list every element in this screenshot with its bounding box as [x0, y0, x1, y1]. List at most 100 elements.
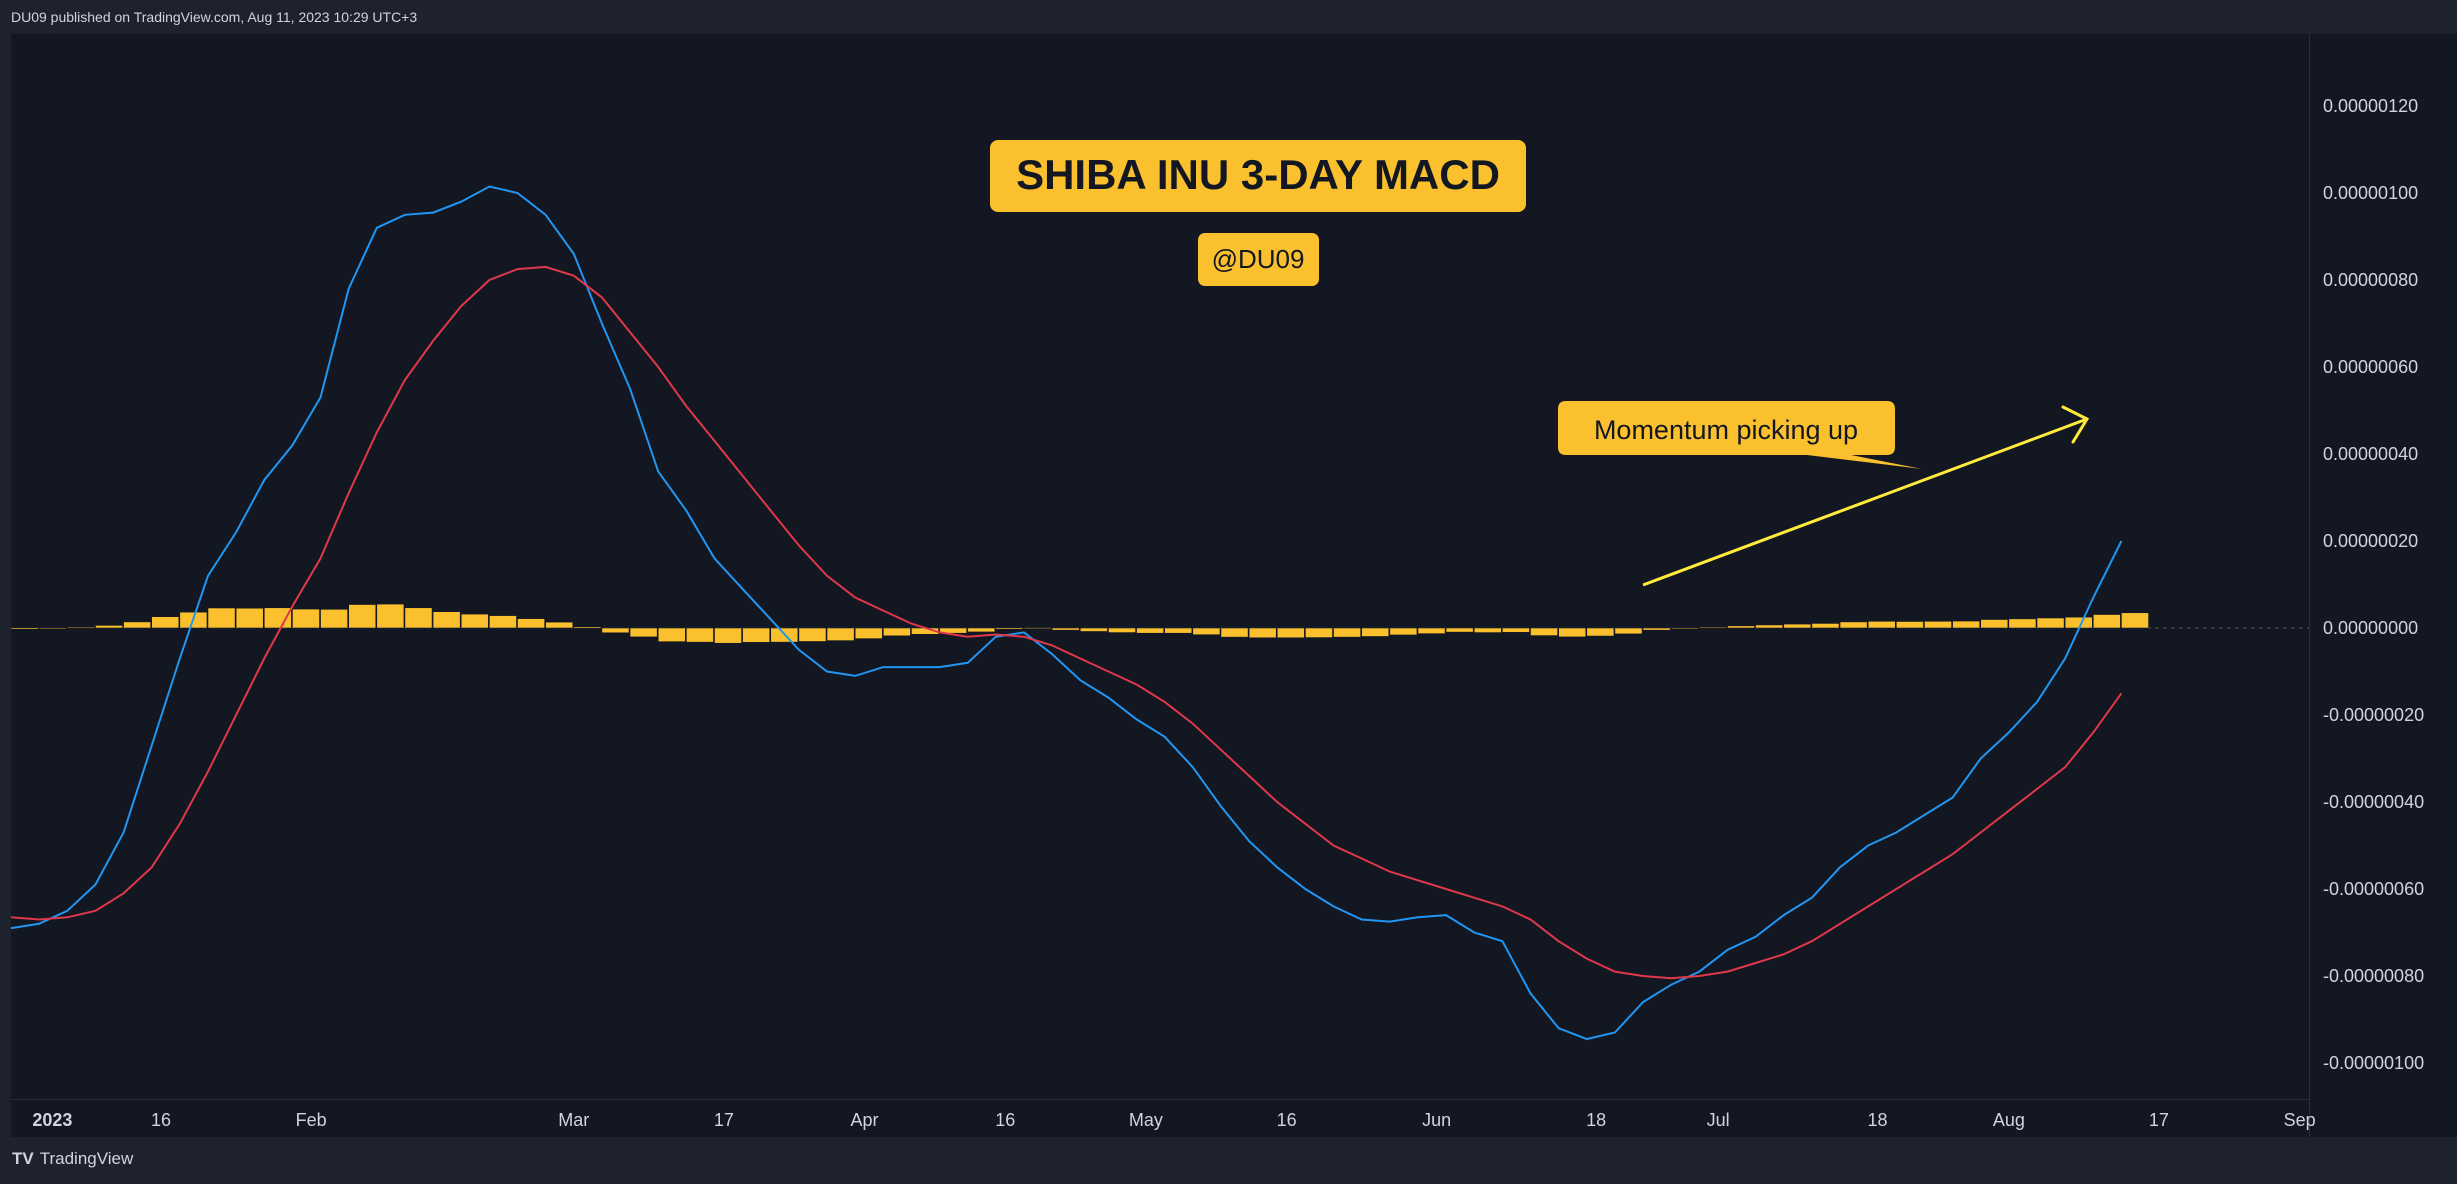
y-tick-label: -0.00000020 — [2323, 705, 2424, 725]
histogram-bar — [123, 621, 151, 629]
histogram-bar — [207, 607, 236, 629]
histogram-bar — [320, 608, 348, 629]
histogram-bar — [432, 611, 461, 629]
histogram-bar — [1530, 627, 1558, 636]
histogram-bar — [517, 618, 545, 629]
histogram-bar — [460, 613, 489, 629]
histogram-bar — [1276, 627, 1305, 639]
histogram — [11, 603, 2149, 644]
series-line-macd — [11, 185, 2123, 1041]
x-tick-label: 18 — [1868, 1110, 1888, 1130]
chart-subtitle-box — [1198, 233, 1319, 286]
histogram-bar — [686, 627, 714, 643]
x-tick-label: Aug — [1993, 1110, 2025, 1130]
histogram-bar — [1220, 627, 1249, 638]
histogram-bar — [1333, 627, 1361, 638]
histogram-bar — [1867, 620, 1896, 629]
x-tick-label: Jun — [1422, 1110, 1451, 1130]
histogram-bar — [1023, 627, 1052, 629]
histogram-bar — [66, 626, 95, 629]
histogram-bar — [1079, 627, 1108, 632]
histogram-bar — [263, 607, 292, 629]
histogram-bar — [1389, 627, 1418, 636]
histogram-bar — [1924, 620, 1952, 629]
histogram-bar — [404, 607, 433, 629]
histogram-bar — [601, 627, 630, 634]
histogram-bar — [1755, 624, 1784, 629]
histogram-bar — [1136, 627, 1164, 634]
histogram-bar — [1445, 627, 1474, 633]
histogram-bar — [1051, 627, 1080, 631]
price-scale-background — [2309, 34, 2457, 1137]
histogram-bar — [38, 627, 67, 630]
x-tick-label: 2023 — [32, 1110, 72, 1130]
histogram-bar — [967, 627, 996, 633]
y-tick-label: -0.00000060 — [2323, 879, 2424, 899]
histogram-bar — [1839, 621, 1868, 629]
x-tick-label: 18 — [1586, 1110, 1606, 1130]
histogram-bar — [1502, 627, 1530, 633]
histogram-bar — [573, 626, 602, 629]
x-tick-label: Mar — [558, 1110, 589, 1130]
histogram-bar — [1108, 627, 1136, 633]
histogram-bar — [1361, 627, 1390, 637]
histogram-bar — [1783, 623, 1812, 629]
histogram-bar — [1952, 620, 1981, 629]
momentum-arrow-line — [1642, 417, 2088, 587]
histogram-bar — [292, 608, 320, 629]
annotation-group: Momentum picking up — [1558, 401, 1922, 469]
histogram-bar — [1811, 623, 1840, 629]
histogram-bar — [2036, 617, 2065, 629]
histogram-bar — [714, 627, 742, 644]
histogram-bar — [1305, 627, 1333, 638]
histogram-bar — [1642, 627, 1671, 631]
x-tick-label: Sep — [2284, 1110, 2316, 1130]
annotation-callout — [1558, 401, 1922, 469]
publish-header: DU09 published on TradingView.com, Aug 1… — [0, 0, 2457, 34]
y-tick-label: -0.00000100 — [2323, 1053, 2424, 1073]
histogram-bar — [1558, 627, 1587, 638]
y-tick-label: -0.00000080 — [2323, 966, 2424, 986]
macd-chart[interactable]: 0.00000120 0.00000100 0.00000080 0.00000060… — [11, 34, 2457, 1137]
histogram-bar — [657, 627, 686, 642]
histogram-bar — [1699, 627, 1727, 629]
y-tick-label: 0.00000100 — [2323, 183, 2418, 203]
chart-area[interactable]: 0.00000120 0.00000100 0.00000080 0.00000060… — [11, 34, 2457, 1137]
footer-bar: TV TradingView — [0, 1137, 2457, 1184]
x-tick-label: May — [1129, 1110, 1163, 1130]
histogram-bar — [882, 627, 911, 637]
histogram-bar — [798, 627, 827, 642]
histogram-bar — [235, 607, 264, 629]
histogram-bar — [1417, 627, 1446, 634]
histogram-bar — [1473, 627, 1502, 633]
histogram-bar — [995, 627, 1024, 630]
histogram-bar — [826, 627, 855, 641]
y-tick-label: 0.00000040 — [2323, 444, 2418, 464]
histogram-bar — [1727, 625, 1755, 629]
histogram-bar — [2092, 614, 2121, 629]
y-tick-label: 0.00000060 — [2323, 357, 2418, 377]
histogram-bar — [2008, 618, 2037, 629]
chart-title: SHIBA INU 3-DAY MACD — [1016, 151, 1500, 198]
histogram-bar — [95, 625, 123, 629]
y-tick-label: 0.00000080 — [2323, 270, 2418, 290]
annotation-text: Momentum picking up — [1594, 415, 1858, 445]
tradingview-brand[interactable]: TV TradingView — [12, 1149, 133, 1169]
chart-subtitle: @DU09 — [1212, 244, 1305, 274]
tradingview-logo-icon: TV — [12, 1149, 34, 1168]
y-tick-label: 0.00000000 — [2323, 618, 2418, 638]
chart-title-box — [990, 140, 1526, 212]
histogram-bar — [376, 603, 405, 629]
histogram-bar — [1614, 627, 1643, 635]
histogram-bar — [742, 627, 771, 643]
y-tick-label: -0.00000040 — [2323, 792, 2424, 812]
histogram-bar — [1192, 627, 1221, 636]
x-tick-label: 16 — [151, 1110, 171, 1130]
histogram-bar — [1896, 621, 1924, 629]
histogram-bar — [545, 621, 574, 629]
histogram-bar — [629, 627, 658, 638]
histogram-bar — [489, 615, 517, 629]
histogram-bar — [1586, 627, 1615, 637]
histogram-bar — [1248, 627, 1277, 639]
histogram-bar — [1164, 627, 1193, 634]
